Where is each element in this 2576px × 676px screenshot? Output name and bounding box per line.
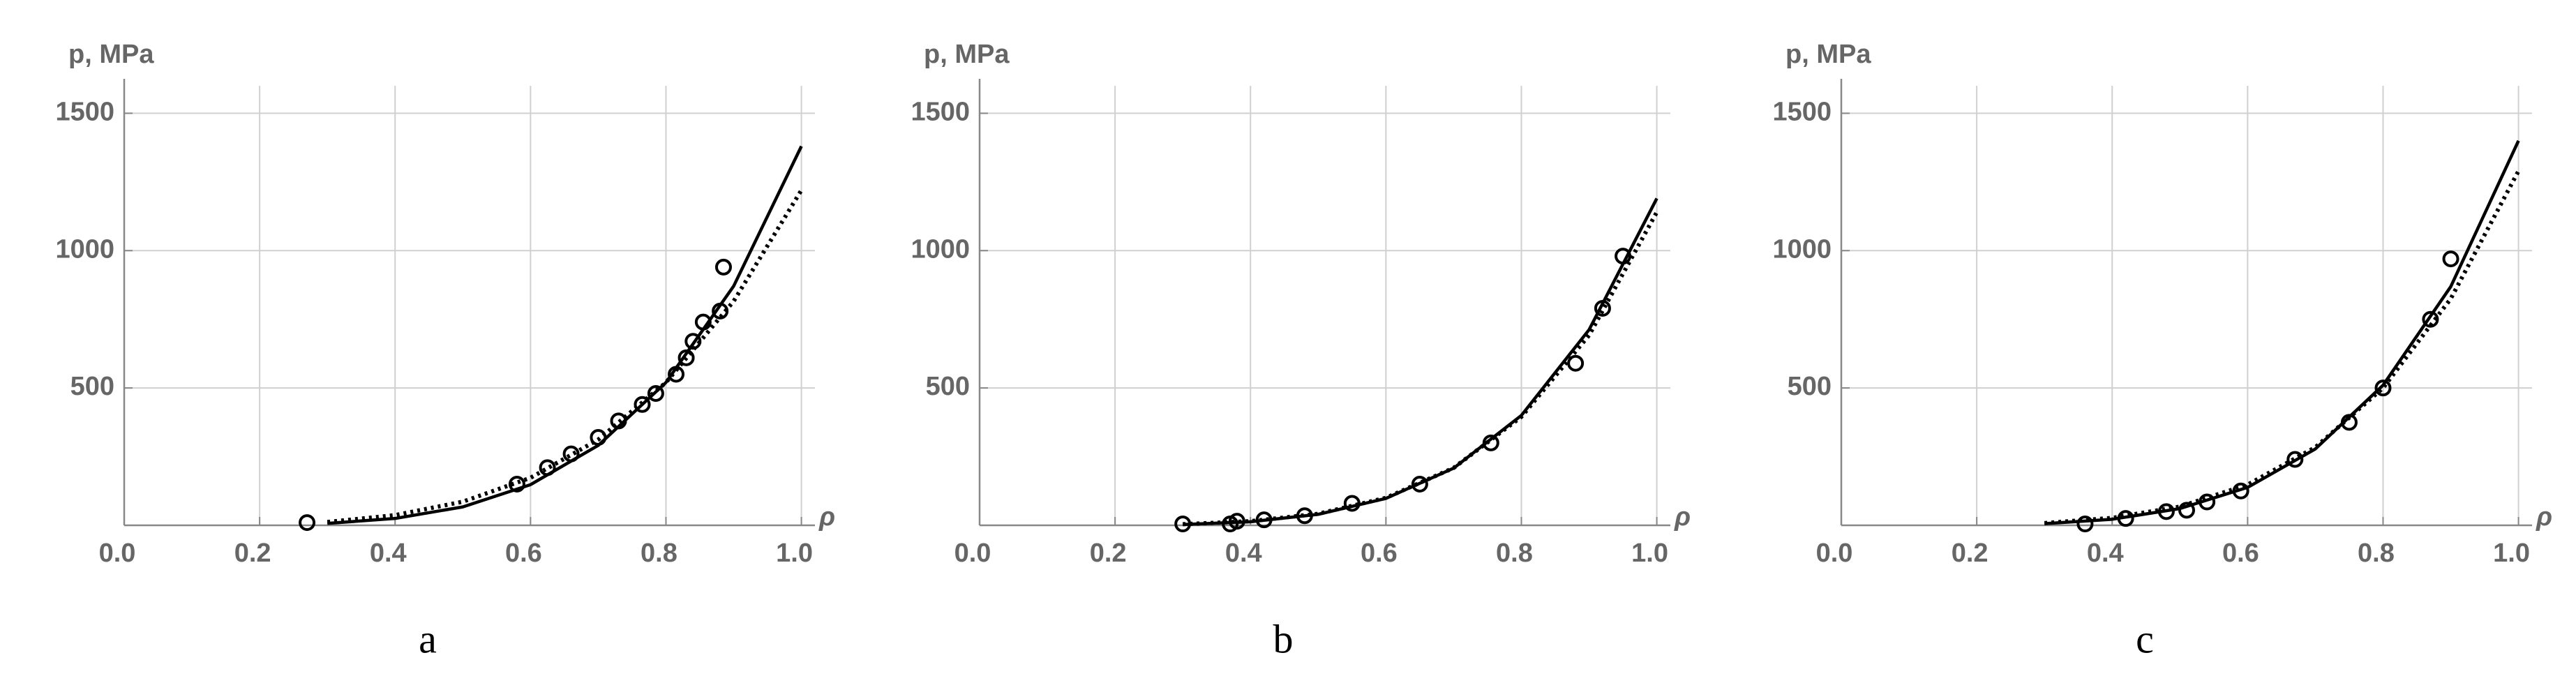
data-point [2076,516,2094,533]
data-point [647,385,664,402]
caption: b [1273,616,1294,661]
x-axis-label: ρ [2536,502,2552,532]
dotted-curve [2044,170,2521,525]
data-point [1411,475,1428,493]
data-point [2178,502,2195,519]
data-point [508,475,525,493]
x-tick-label: 1.0 [776,539,813,568]
dotted-curve [1183,211,1659,527]
data-point [714,258,732,276]
x-tick-label: 0.2 [234,539,271,568]
y-axis-label: p, MPa [924,40,1010,69]
x-tick-label: 0.8 [641,539,677,568]
y-tick-label: 500 [70,372,114,401]
y-tick-label: 500 [926,372,970,401]
x-axis-label: ρ [1674,502,1691,532]
caption: c [2136,616,2154,661]
x-tick-label: 0.0 [99,539,136,568]
y-axis-label: p, MPa [1785,40,1871,69]
fit-curve [327,145,803,525]
x-tick-label: 0.2 [1952,539,1989,568]
data-point [634,396,651,413]
data-point [299,514,316,532]
caption: a [419,616,437,661]
x-tick-label: 0.6 [1361,539,1398,568]
y-tick-label: 1500 [911,97,970,126]
x-axis-label: ρ [818,502,835,532]
x-tick-label: 0.4 [370,539,407,568]
x-tick-label: 0.8 [2358,539,2395,568]
x-tick-label: 0.0 [954,539,991,568]
x-tick-label: 0.8 [1496,539,1533,568]
y-tick-label: 1000 [55,234,114,264]
fit-curve [1183,197,1658,527]
x-tick-label: 0.4 [2087,539,2124,568]
dotted-curve [327,189,804,525]
y-tick-label: 1000 [1772,234,1832,264]
x-tick-label: 0.4 [1225,539,1262,568]
data-point [1567,354,1585,372]
x-tick-label: 1.0 [2493,539,2530,568]
y-tick-label: 1000 [911,234,970,264]
y-axis-label: p, MPa [68,40,154,69]
data-point [2286,451,2304,468]
x-tick-label: 1.0 [1631,539,1668,568]
x-tick-label: 0.2 [1090,539,1127,568]
x-tick-label: 0.6 [505,539,542,568]
x-tick-label: 0.6 [2222,539,2259,568]
y-tick-label: 500 [1788,372,1832,401]
data-point [2442,250,2459,268]
data-point [2374,380,2392,397]
data-point [677,349,695,366]
y-tick-label: 1500 [55,97,114,126]
x-tick-label: 0.0 [1816,539,1853,568]
y-tick-label: 1500 [1772,97,1832,126]
